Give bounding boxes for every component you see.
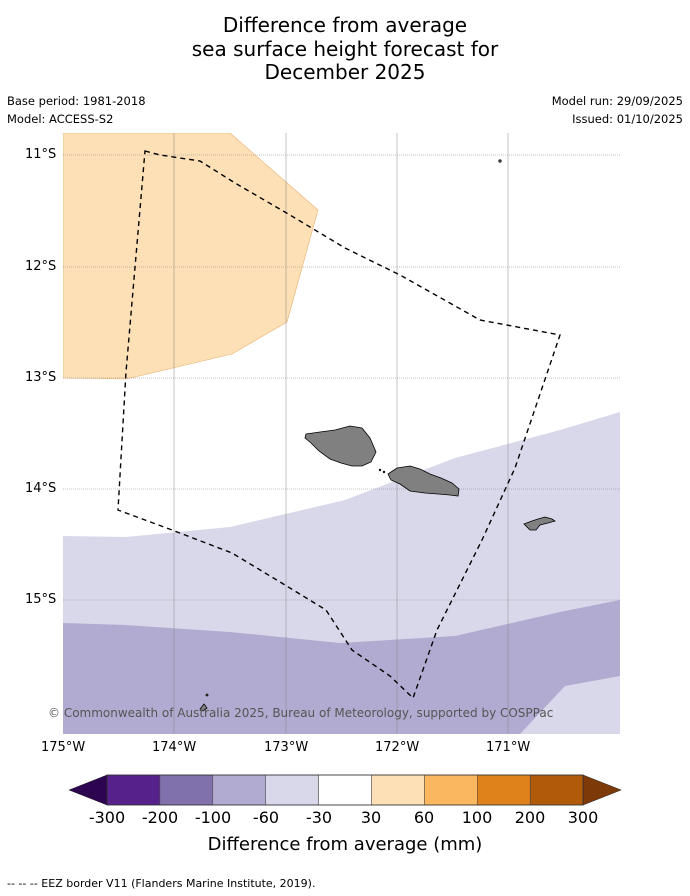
colorbar-tick: 300 xyxy=(567,808,599,827)
colorbar-bin xyxy=(371,774,425,806)
colorbar-tick: 200 xyxy=(514,808,546,827)
title-line-1: Difference from average xyxy=(222,13,468,37)
gridlines xyxy=(63,133,620,734)
eez-border xyxy=(117,150,561,700)
colorbar-bin xyxy=(159,774,214,806)
title-line-3: December 2025 xyxy=(264,60,426,84)
colorbar xyxy=(68,774,622,806)
colorbar-tick: -60 xyxy=(252,808,280,827)
island-upolu xyxy=(387,465,460,497)
colorbar-tick: 100 xyxy=(461,808,493,827)
colorbar-tick: 30 xyxy=(360,808,382,827)
model-run: Model run: 29/09/2025 xyxy=(551,94,683,108)
islet-apolima xyxy=(378,468,382,472)
colorbar-label: Difference from average (mm) xyxy=(207,834,483,855)
colorbar-bin xyxy=(265,774,319,806)
lat-label-11s: 11°S xyxy=(25,147,57,162)
colorbar-bin xyxy=(212,774,266,806)
base-period: Base period: 1981-2018 xyxy=(7,94,146,108)
island-tutuila xyxy=(523,516,556,531)
lon-label-173w: 173°W xyxy=(264,740,309,755)
region-negative-60-100 xyxy=(63,600,620,734)
meta-left: Base period: 1981-2018 Model: ACCESS-S2 xyxy=(7,94,146,130)
colorbar-bin xyxy=(529,774,584,806)
meta-right: Model run: 29/09/2025 Issued: 01/10/2025 xyxy=(552,94,683,130)
issued-date: Issued: 01/10/2025 xyxy=(572,112,683,126)
eez-footnote: -- -- -- EEZ border V11 (Flanders Marine… xyxy=(7,877,316,890)
island-savaii xyxy=(304,425,377,467)
colorbar-under-arrow xyxy=(68,774,108,806)
colorbar-bin xyxy=(106,774,161,806)
colorbar-tick: -300 xyxy=(88,808,126,827)
islands xyxy=(199,159,556,712)
lat-label-12s: 12°S xyxy=(25,259,57,274)
islet-small xyxy=(205,693,209,697)
lon-label-174w: 174°W xyxy=(152,740,197,755)
islet-manono xyxy=(382,470,386,474)
map-title: Difference from average sea surface heig… xyxy=(0,13,690,85)
lat-label-14s: 14°S xyxy=(25,481,57,496)
lat-label-13s: 13°S xyxy=(25,370,57,385)
island-niuafoou xyxy=(199,703,208,712)
colorbar-tick: -100 xyxy=(194,808,232,827)
colorbar-tick: -30 xyxy=(305,808,333,827)
colorbar-bin xyxy=(424,774,478,806)
lon-label-172w: 172°W xyxy=(375,740,420,755)
colorbar-bin xyxy=(318,774,372,806)
colorbar-bin xyxy=(477,774,531,806)
colorbar-tick: 60 xyxy=(413,808,435,827)
island-swains xyxy=(498,159,502,163)
model-name: Model: ACCESS-S2 xyxy=(7,112,114,126)
map-plot-area xyxy=(63,133,620,734)
colorbar-tick: -200 xyxy=(141,808,179,827)
lon-label-175w: 175°W xyxy=(41,740,86,755)
copyright-notice: © Commonwealth of Australia 2025, Bureau… xyxy=(48,706,554,720)
lon-label-171w: 171°W xyxy=(486,740,531,755)
colorbar-frame xyxy=(106,774,584,806)
title-line-2: sea surface height forecast for xyxy=(191,36,499,61)
lat-label-15s: 15°S xyxy=(25,592,57,607)
colorbar-over-arrow xyxy=(582,774,622,806)
